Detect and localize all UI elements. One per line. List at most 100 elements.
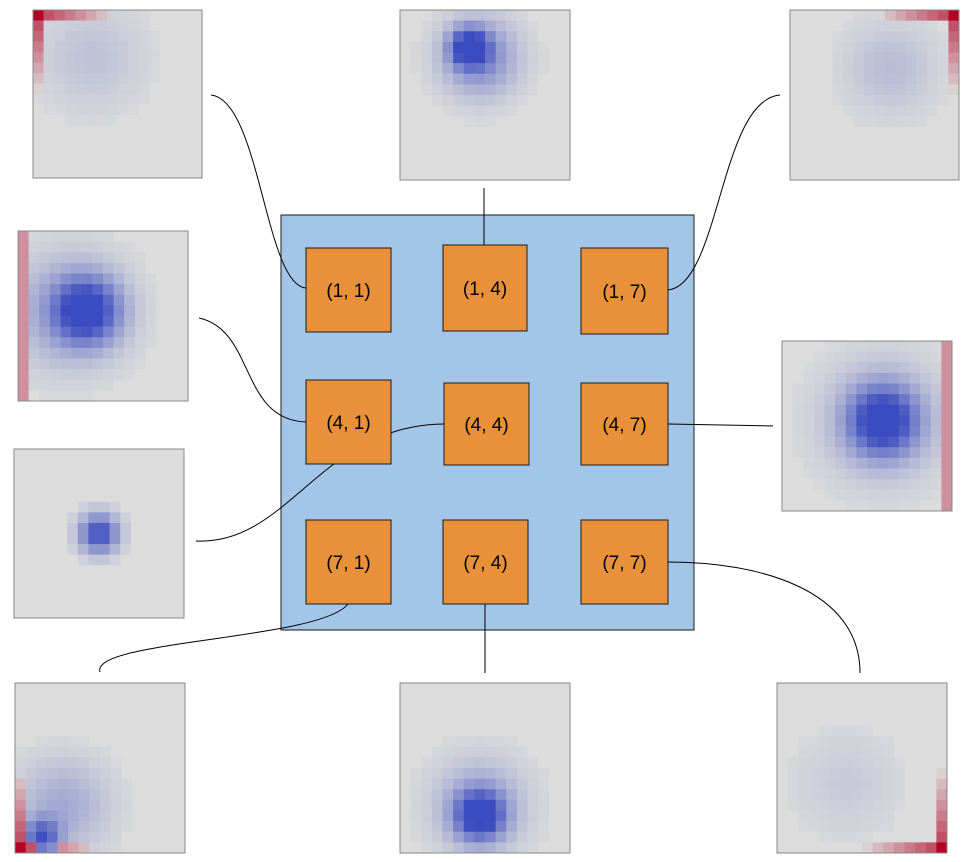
heatmap-pixel (941, 415, 953, 427)
heatmap-pixel (442, 169, 454, 181)
heatmap-pixel (506, 158, 518, 170)
heatmap-pixel (128, 52, 140, 63)
heatmap-pixel (400, 736, 412, 748)
heatmap-pixel (78, 683, 90, 695)
heatmap-pixel (35, 554, 47, 566)
heatmap-pixel (845, 404, 857, 416)
heatmap-pixel (867, 468, 879, 480)
heatmap-pixel (832, 105, 844, 117)
heatmap-pixel (421, 148, 433, 160)
heatmap-pixel (813, 500, 825, 512)
heatmap-pixel (142, 714, 154, 726)
heatmap-pixel (33, 52, 44, 63)
heatmap-pixel (170, 83, 182, 95)
heatmap-pixel (941, 500, 953, 512)
cell-c47: (4, 7) (580, 382, 669, 466)
heatmap-pixel (134, 262, 146, 274)
heatmap-pixel (835, 489, 847, 501)
heatmap-pixel (400, 693, 412, 705)
heatmap-pixel (516, 842, 528, 854)
heatmap-pixel (75, 157, 87, 168)
heatmap-pixel (156, 273, 168, 285)
heatmap-pixel (872, 778, 884, 790)
heatmap-pixel (174, 693, 186, 705)
heatmap-pixel (156, 326, 168, 338)
heatmap-pixel (100, 799, 112, 811)
heatmap-pixel (856, 404, 868, 416)
heatmap-pixel (863, 63, 875, 75)
heatmap-pixel (25, 842, 37, 854)
heatmap-c17 (789, 9, 960, 181)
heatmap-pixel (117, 136, 129, 147)
heatmap-pixel (862, 799, 874, 811)
heatmap-pixel (941, 436, 953, 448)
heatmap-pixel (46, 704, 58, 716)
heatmap-pixel (453, 757, 465, 769)
heatmap-pixel (538, 84, 550, 96)
heatmap-pixel (904, 799, 916, 811)
heatmap-pixel (134, 294, 146, 306)
heatmap-pixel (121, 768, 133, 780)
heatmap-pixel (916, 95, 928, 107)
heatmap-pixel (36, 746, 48, 758)
heatmap-pixel (936, 736, 948, 748)
heatmap-pixel (113, 284, 125, 296)
heatmap-pixel (33, 41, 44, 53)
heatmap-pixel (431, 20, 443, 32)
heatmap-pixel (46, 799, 58, 811)
cell-box (305, 379, 392, 465)
heatmap-pixel (85, 52, 97, 63)
heatmap-pixel (85, 73, 97, 84)
heatmap-pixel (948, 52, 960, 64)
heatmap-pixel (159, 31, 171, 42)
heatmap-pixel (156, 241, 168, 253)
heatmap-pixel (18, 390, 30, 402)
heatmap-pixel (777, 789, 789, 801)
heatmap-pixel (145, 294, 157, 306)
heatmap-pixel (485, 31, 497, 43)
heatmap-pixel (145, 358, 157, 370)
heatmap-pixel (141, 533, 153, 545)
heatmap-pixel (442, 10, 454, 22)
heatmap-pixel (170, 31, 182, 42)
heatmap-pixel (495, 148, 507, 160)
heatmap-pixel (421, 20, 433, 32)
heatmap-pixel (162, 449, 174, 460)
heatmap-pixel (506, 126, 518, 138)
heatmap-pixel (920, 436, 932, 448)
heatmap-pixel (948, 158, 960, 170)
heatmap-pixel (106, 83, 118, 95)
heatmap-pixel (925, 725, 937, 737)
heatmap-pixel (485, 810, 497, 822)
heatmap-pixel (67, 533, 79, 545)
heatmap-pixel (15, 768, 27, 780)
heatmap-pixel (904, 768, 916, 780)
heatmap-pixel (936, 704, 948, 716)
heatmap-pixel (421, 169, 433, 181)
heatmap-pixel (36, 693, 48, 705)
heatmap-pixel (64, 73, 76, 84)
heatmap-pixel (170, 20, 182, 32)
heatmap-pixel (141, 554, 153, 566)
heatmap-pixel (191, 20, 203, 32)
heatmap-pixel (45, 607, 57, 619)
heatmap-pixel (872, 810, 884, 822)
heatmap-pixel (442, 768, 454, 780)
heatmap-pixel (18, 273, 30, 285)
heatmap-pixel (821, 95, 833, 107)
heatmap-pixel (856, 351, 868, 363)
heatmap-pixel (67, 596, 79, 608)
heatmap-pixel (152, 554, 164, 566)
heatmap-pixel (485, 757, 497, 769)
heatmap-pixel (431, 704, 443, 716)
heatmap-pixel (54, 167, 66, 179)
heatmap-pixel (840, 693, 852, 705)
heatmap-pixel (867, 447, 879, 459)
heatmap-pixel (100, 831, 112, 843)
heatmap-pixel (109, 449, 121, 460)
heatmap-pixel (43, 73, 55, 84)
heatmap-pixel (138, 10, 150, 21)
heatmap-pixel (421, 116, 433, 128)
heatmap-pixel (883, 746, 895, 758)
heatmap-pixel (64, 31, 76, 42)
